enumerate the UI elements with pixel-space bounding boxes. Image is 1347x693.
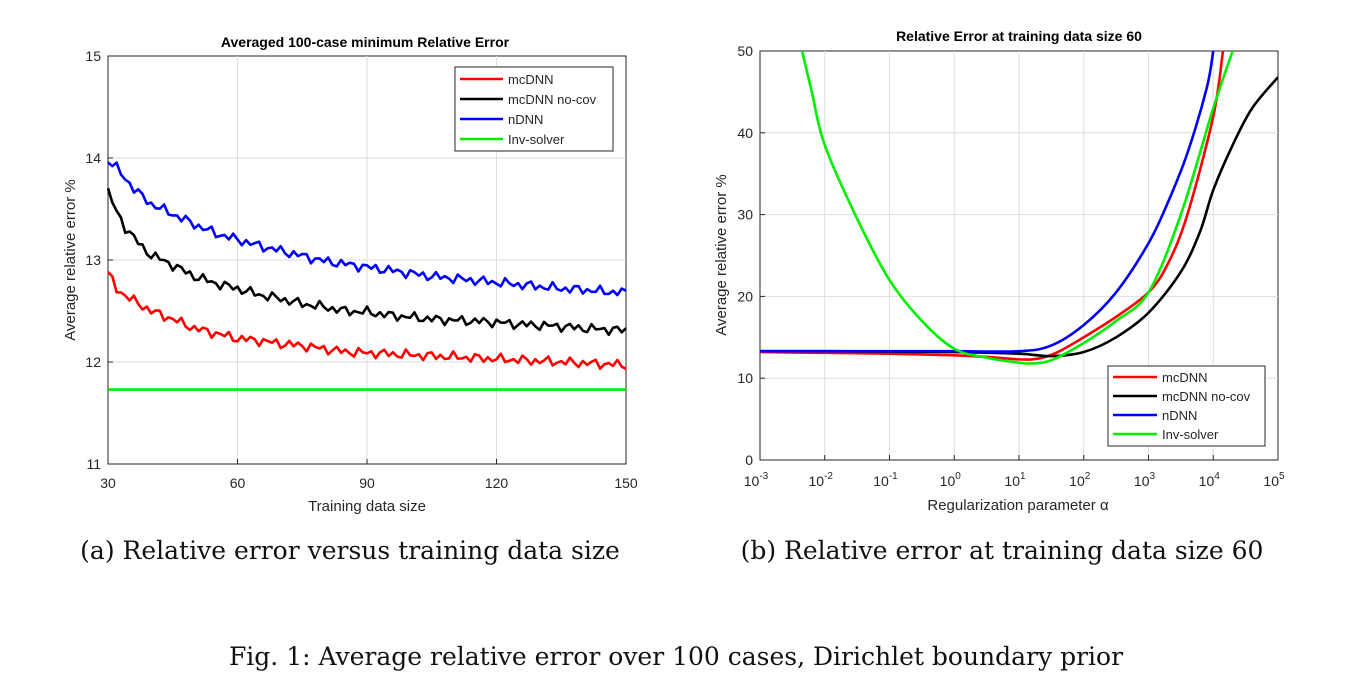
chart-b-xlabel: Regularization parameter α	[927, 497, 1109, 514]
chart-b-legend-label: nDNN	[1162, 408, 1197, 423]
chart-b-ytick-label: 20	[737, 288, 753, 304]
chart-b-legend-label: Inv-solver	[1162, 427, 1219, 442]
chart-b-series-line	[800, 51, 1234, 365]
chart-a-series-line	[107, 161, 627, 297]
chart-a-ticks: 30 60 90 120 150 11 12 13 14 15	[85, 48, 637, 491]
chart-b-xtick-label: 105	[1263, 471, 1285, 489]
chart-b-series-line	[760, 51, 1225, 361]
chart-a-legend-box	[454, 66, 614, 152]
chart-b-xtick-label: 104	[1199, 471, 1221, 489]
chart-a-caption: (a) Relative error versus training data …	[80, 536, 620, 565]
chart-b-ylabel: Average relative error %	[713, 174, 730, 335]
chart-b-ytick-label: 40	[737, 125, 753, 141]
chart-a-ytick-label: 14	[85, 150, 101, 166]
chart-a-ytick-label: 13	[85, 252, 101, 268]
chart-a-series-line	[106, 187, 627, 337]
chart-b-xtick-label: 10-3	[744, 471, 769, 489]
chart-b-title: Relative Error at training data size 60	[896, 28, 1142, 44]
chart-a-xtick-label: 150	[614, 475, 638, 491]
chart-b-ytick-label: 30	[737, 207, 753, 223]
figure-caption: Fig. 1: Average relative error over 100 …	[229, 642, 1123, 671]
chart-a-legend: mcDNN mcDNN no-cov nDNN Inv-solver	[454, 66, 614, 152]
chart-a-lines	[106, 161, 627, 391]
chart-a-title: Averaged 100-case minimum Relative Error	[221, 34, 510, 50]
chart-b-caption: (b) Relative error at training data size…	[741, 536, 1264, 565]
chart-b-ytick-label: 0	[745, 452, 753, 468]
chart-b-xtick-label: 10-1	[873, 471, 898, 489]
chart-a-ytick-label: 12	[85, 354, 101, 370]
chart-a-xtick-label: 90	[359, 475, 375, 491]
chart-a-legend-label: Inv-solver	[508, 132, 565, 147]
chart-a-xtick-label: 30	[100, 475, 116, 491]
chart-b-legend: mcDNN mcDNN no-cov nDNN Inv-solver	[1107, 365, 1266, 447]
chart-a-legend-label: mcDNN no-cov	[508, 92, 597, 107]
chart-a-xtick-label: 60	[230, 475, 246, 491]
chart-a: 30 60 90 120 150 11 12 13 14 15 Averaged 100-case…	[62, 34, 638, 515]
chart-b-lines	[760, 51, 1278, 365]
chart-a-ytick-label: 15	[85, 48, 101, 64]
chart-a-legend-label: mcDNN	[508, 72, 554, 87]
chart-a-series-line	[107, 271, 627, 371]
chart-b-ytick-label: 50	[737, 43, 753, 59]
chart-b-xtick-label: 10-2	[809, 471, 834, 489]
chart-a-xlabel: Training data size	[308, 498, 426, 515]
chart-b: 10-3 10-2 10-1 100 101 102 103 104 105 0 10 20 30 40 5…	[713, 28, 1285, 514]
chart-b-legend-label: mcDNN no-cov	[1162, 389, 1251, 404]
chart-b-xtick-label: 103	[1134, 471, 1156, 489]
chart-b-xtick-label: 102	[1069, 471, 1091, 489]
chart-b-xtick-label: 101	[1004, 471, 1026, 489]
chart-b-series-line	[760, 51, 1215, 353]
chart-a-xtick-label: 120	[485, 475, 509, 491]
chart-b-legend-label: mcDNN	[1162, 370, 1208, 385]
chart-b-ytick-label: 10	[737, 370, 753, 386]
chart-a-ytick-label: 11	[86, 456, 101, 472]
chart-a-legend-label: nDNN	[508, 112, 543, 127]
chart-b-xtick-label: 100	[940, 471, 962, 489]
chart-a-ylabel: Average relative error %	[62, 179, 79, 340]
chart-b-legend-box	[1107, 365, 1266, 447]
